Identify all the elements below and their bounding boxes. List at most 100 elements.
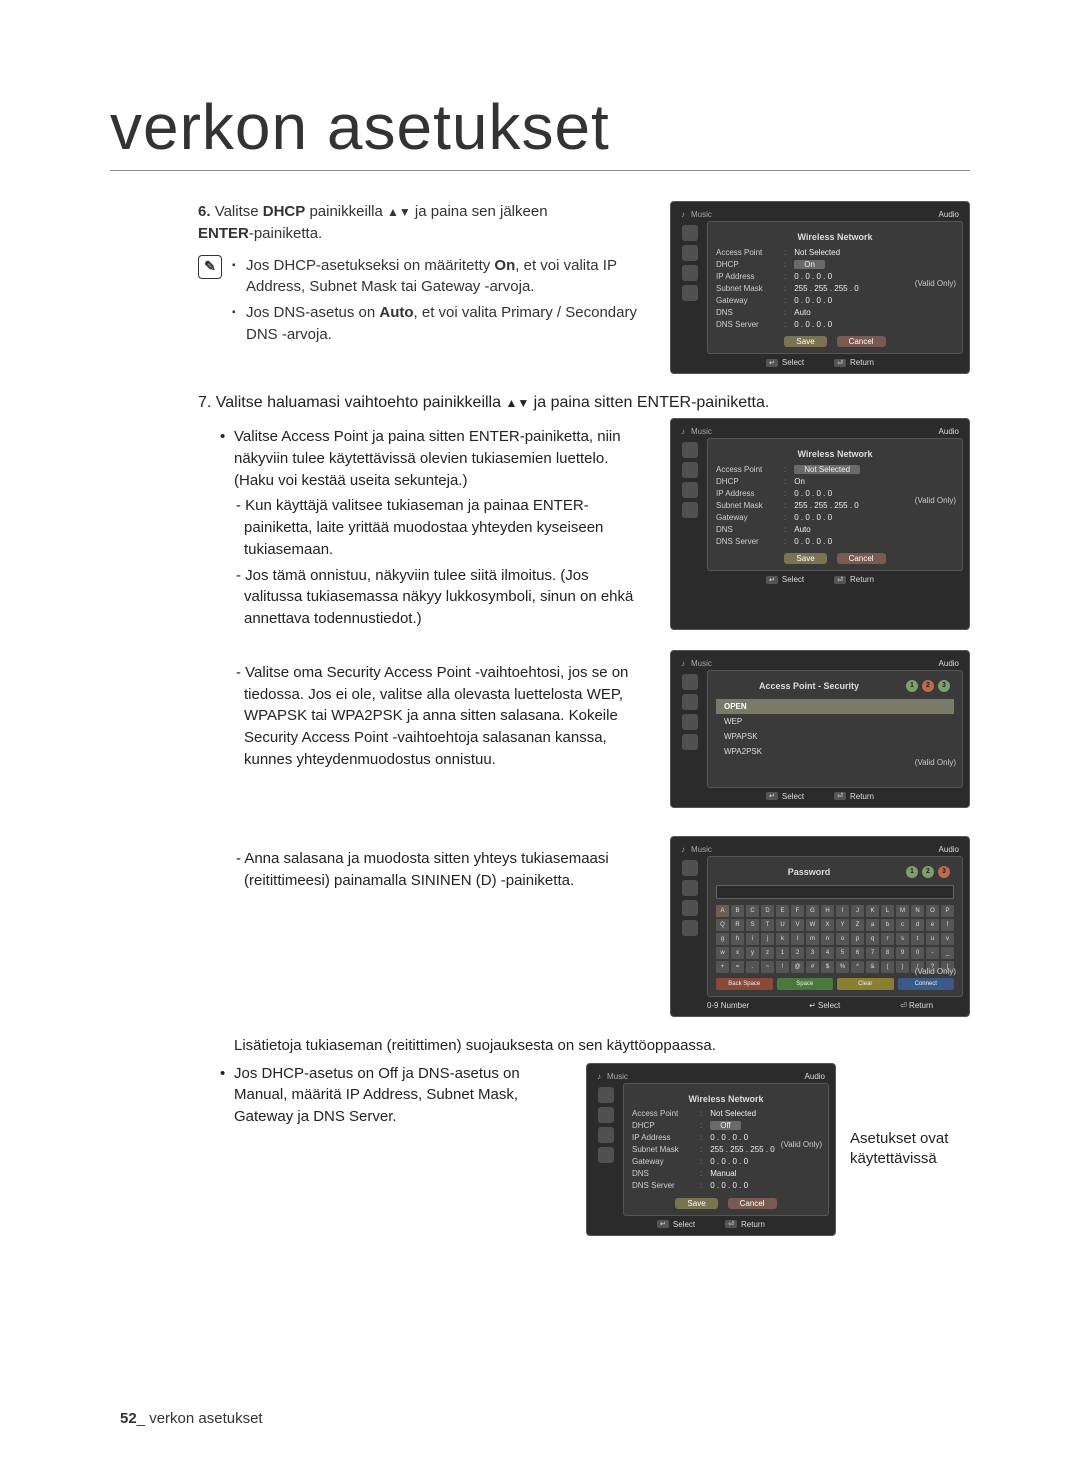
- key-k: k: [776, 933, 789, 945]
- key-L: L: [881, 905, 894, 917]
- key-=: =: [731, 961, 744, 973]
- step7-d1: - Kun käyttäjä valitsee tukiaseman ja pa…: [234, 495, 650, 560]
- key-%: %: [836, 961, 849, 973]
- step7-d3: - Valitse oma Security Access Point -vai…: [234, 662, 650, 771]
- osd-security: ♪MusicAudio Access Point - Security 123 …: [670, 650, 970, 808]
- key-(: (: [881, 961, 894, 973]
- key-b: b: [881, 919, 894, 931]
- osd-password: ♪MusicAudio Password 123 ABCDEFGHIJKLMNO…: [670, 836, 970, 1017]
- key-&: &: [866, 961, 879, 973]
- key--: -: [926, 947, 939, 959]
- key-#: #: [806, 961, 819, 973]
- sec-open: OPEN: [716, 699, 954, 714]
- key-E: E: [776, 905, 789, 917]
- key-m: m: [806, 933, 819, 945]
- step7-intro: 7. Valitse haluamasi vaihtoehto painikke…: [110, 394, 970, 412]
- key-y: y: [746, 947, 759, 959]
- key-B: B: [731, 905, 744, 917]
- key-R: R: [731, 919, 744, 931]
- key-c: c: [896, 919, 909, 931]
- key-i: i: [746, 933, 759, 945]
- key-t: t: [911, 933, 924, 945]
- key-p: p: [851, 933, 864, 945]
- key-$: $: [821, 961, 834, 973]
- key-V: V: [791, 919, 804, 931]
- key-J: J: [851, 905, 864, 917]
- key-_: _: [941, 947, 954, 959]
- step7-d2: - Jos tämä onnistuu, näkyviin tulee siit…: [234, 565, 650, 630]
- key-Q: Q: [716, 919, 729, 931]
- key-h: h: [731, 933, 744, 945]
- key-K: K: [866, 905, 879, 917]
- key-w: w: [716, 947, 729, 959]
- key-s: s: [896, 933, 909, 945]
- key-Z: Z: [851, 919, 864, 931]
- osd-dhcp-off: ♪MusicAudio Wireless Network Access Poin…: [586, 1063, 836, 1236]
- key-W: W: [806, 919, 819, 931]
- key-z: z: [761, 947, 774, 959]
- sec-wpa2psk: WPA2PSK: [716, 744, 954, 759]
- key-H: H: [821, 905, 834, 917]
- key-5: 5: [836, 947, 849, 959]
- ap-row-highlight: Access Point:Not Selected: [716, 463, 954, 475]
- key-9: 9: [896, 947, 909, 959]
- callout-text: Asetukset ovat käytettävissä: [850, 1129, 970, 1170]
- key-C: C: [746, 905, 759, 917]
- key-r: r: [881, 933, 894, 945]
- key-g: g: [716, 933, 729, 945]
- key-D: D: [761, 905, 774, 917]
- key-2: 2: [791, 947, 804, 959]
- key-e: e: [926, 919, 939, 931]
- key-^: ^: [851, 961, 864, 973]
- key-A: A: [716, 905, 729, 917]
- key-+: +: [716, 961, 729, 973]
- key-X: X: [821, 919, 834, 931]
- note-2: Jos DNS-asetus on Auto, et voi valita Pr…: [232, 302, 650, 346]
- key-n: n: [821, 933, 834, 945]
- key-7: 7: [866, 947, 879, 959]
- step7-bullet1: • Valitse Access Point ja paina sitten E…: [220, 426, 650, 630]
- key-4: 4: [821, 947, 834, 959]
- key-O: O: [926, 905, 939, 917]
- key-d: d: [911, 919, 924, 931]
- osd-wireless-dhcp-on: ♪Music Audio Wireless Network Access Poi…: [670, 201, 970, 374]
- key-@: @: [791, 961, 804, 973]
- note-1: Jos DHCP-asetukseksi on määritetty On, e…: [232, 255, 650, 299]
- page-title: verkon asetukset: [110, 90, 970, 171]
- key-q: q: [866, 933, 879, 945]
- note-icon: ✎: [198, 255, 222, 279]
- password-input: [716, 885, 954, 899]
- key-N: N: [911, 905, 924, 917]
- key-F: F: [791, 905, 804, 917]
- osd-wireless-ap: ♪MusicAudio Wireless Network Access Poin…: [670, 418, 970, 630]
- page-footer: 52_ verkon asetukset: [120, 1410, 263, 1427]
- key-T: T: [761, 919, 774, 931]
- key-P: P: [941, 905, 954, 917]
- key-f: f: [941, 919, 954, 931]
- key-l: l: [791, 933, 804, 945]
- dhcp-row-highlight: DHCP:On: [716, 258, 954, 270]
- key-1: 1: [776, 947, 789, 959]
- key-8: 8: [881, 947, 894, 959]
- key-~: ~: [761, 961, 774, 973]
- key-3: 3: [806, 947, 819, 959]
- key-I: I: [836, 905, 849, 917]
- osd-title: Wireless Network: [716, 228, 954, 246]
- step-6-row: 6. Valitse DHCP painikkeilla ▲▼ ja paina…: [110, 201, 970, 374]
- key-0: 0: [911, 947, 924, 959]
- key-o: o: [836, 933, 849, 945]
- key-M: M: [896, 905, 909, 917]
- key-a: a: [866, 919, 879, 931]
- key-S: S: [746, 919, 759, 931]
- key-6: 6: [851, 947, 864, 959]
- step6-line2: ENTER-painiketta.: [110, 223, 650, 245]
- step7-bullet2: • Jos DHCP-asetus on Off ja DNS-asetus o…: [220, 1063, 570, 1128]
- key-): ): [896, 961, 909, 973]
- sec-wep: WEP: [716, 714, 954, 729]
- note-block: ✎ Jos DHCP-asetukseksi on määritetty On,…: [110, 255, 650, 350]
- key-v: v: [941, 933, 954, 945]
- key-j: j: [761, 933, 774, 945]
- sec-wpapsk: WPAPSK: [716, 729, 954, 744]
- key-U: U: [776, 919, 789, 931]
- key-.: .: [746, 961, 759, 973]
